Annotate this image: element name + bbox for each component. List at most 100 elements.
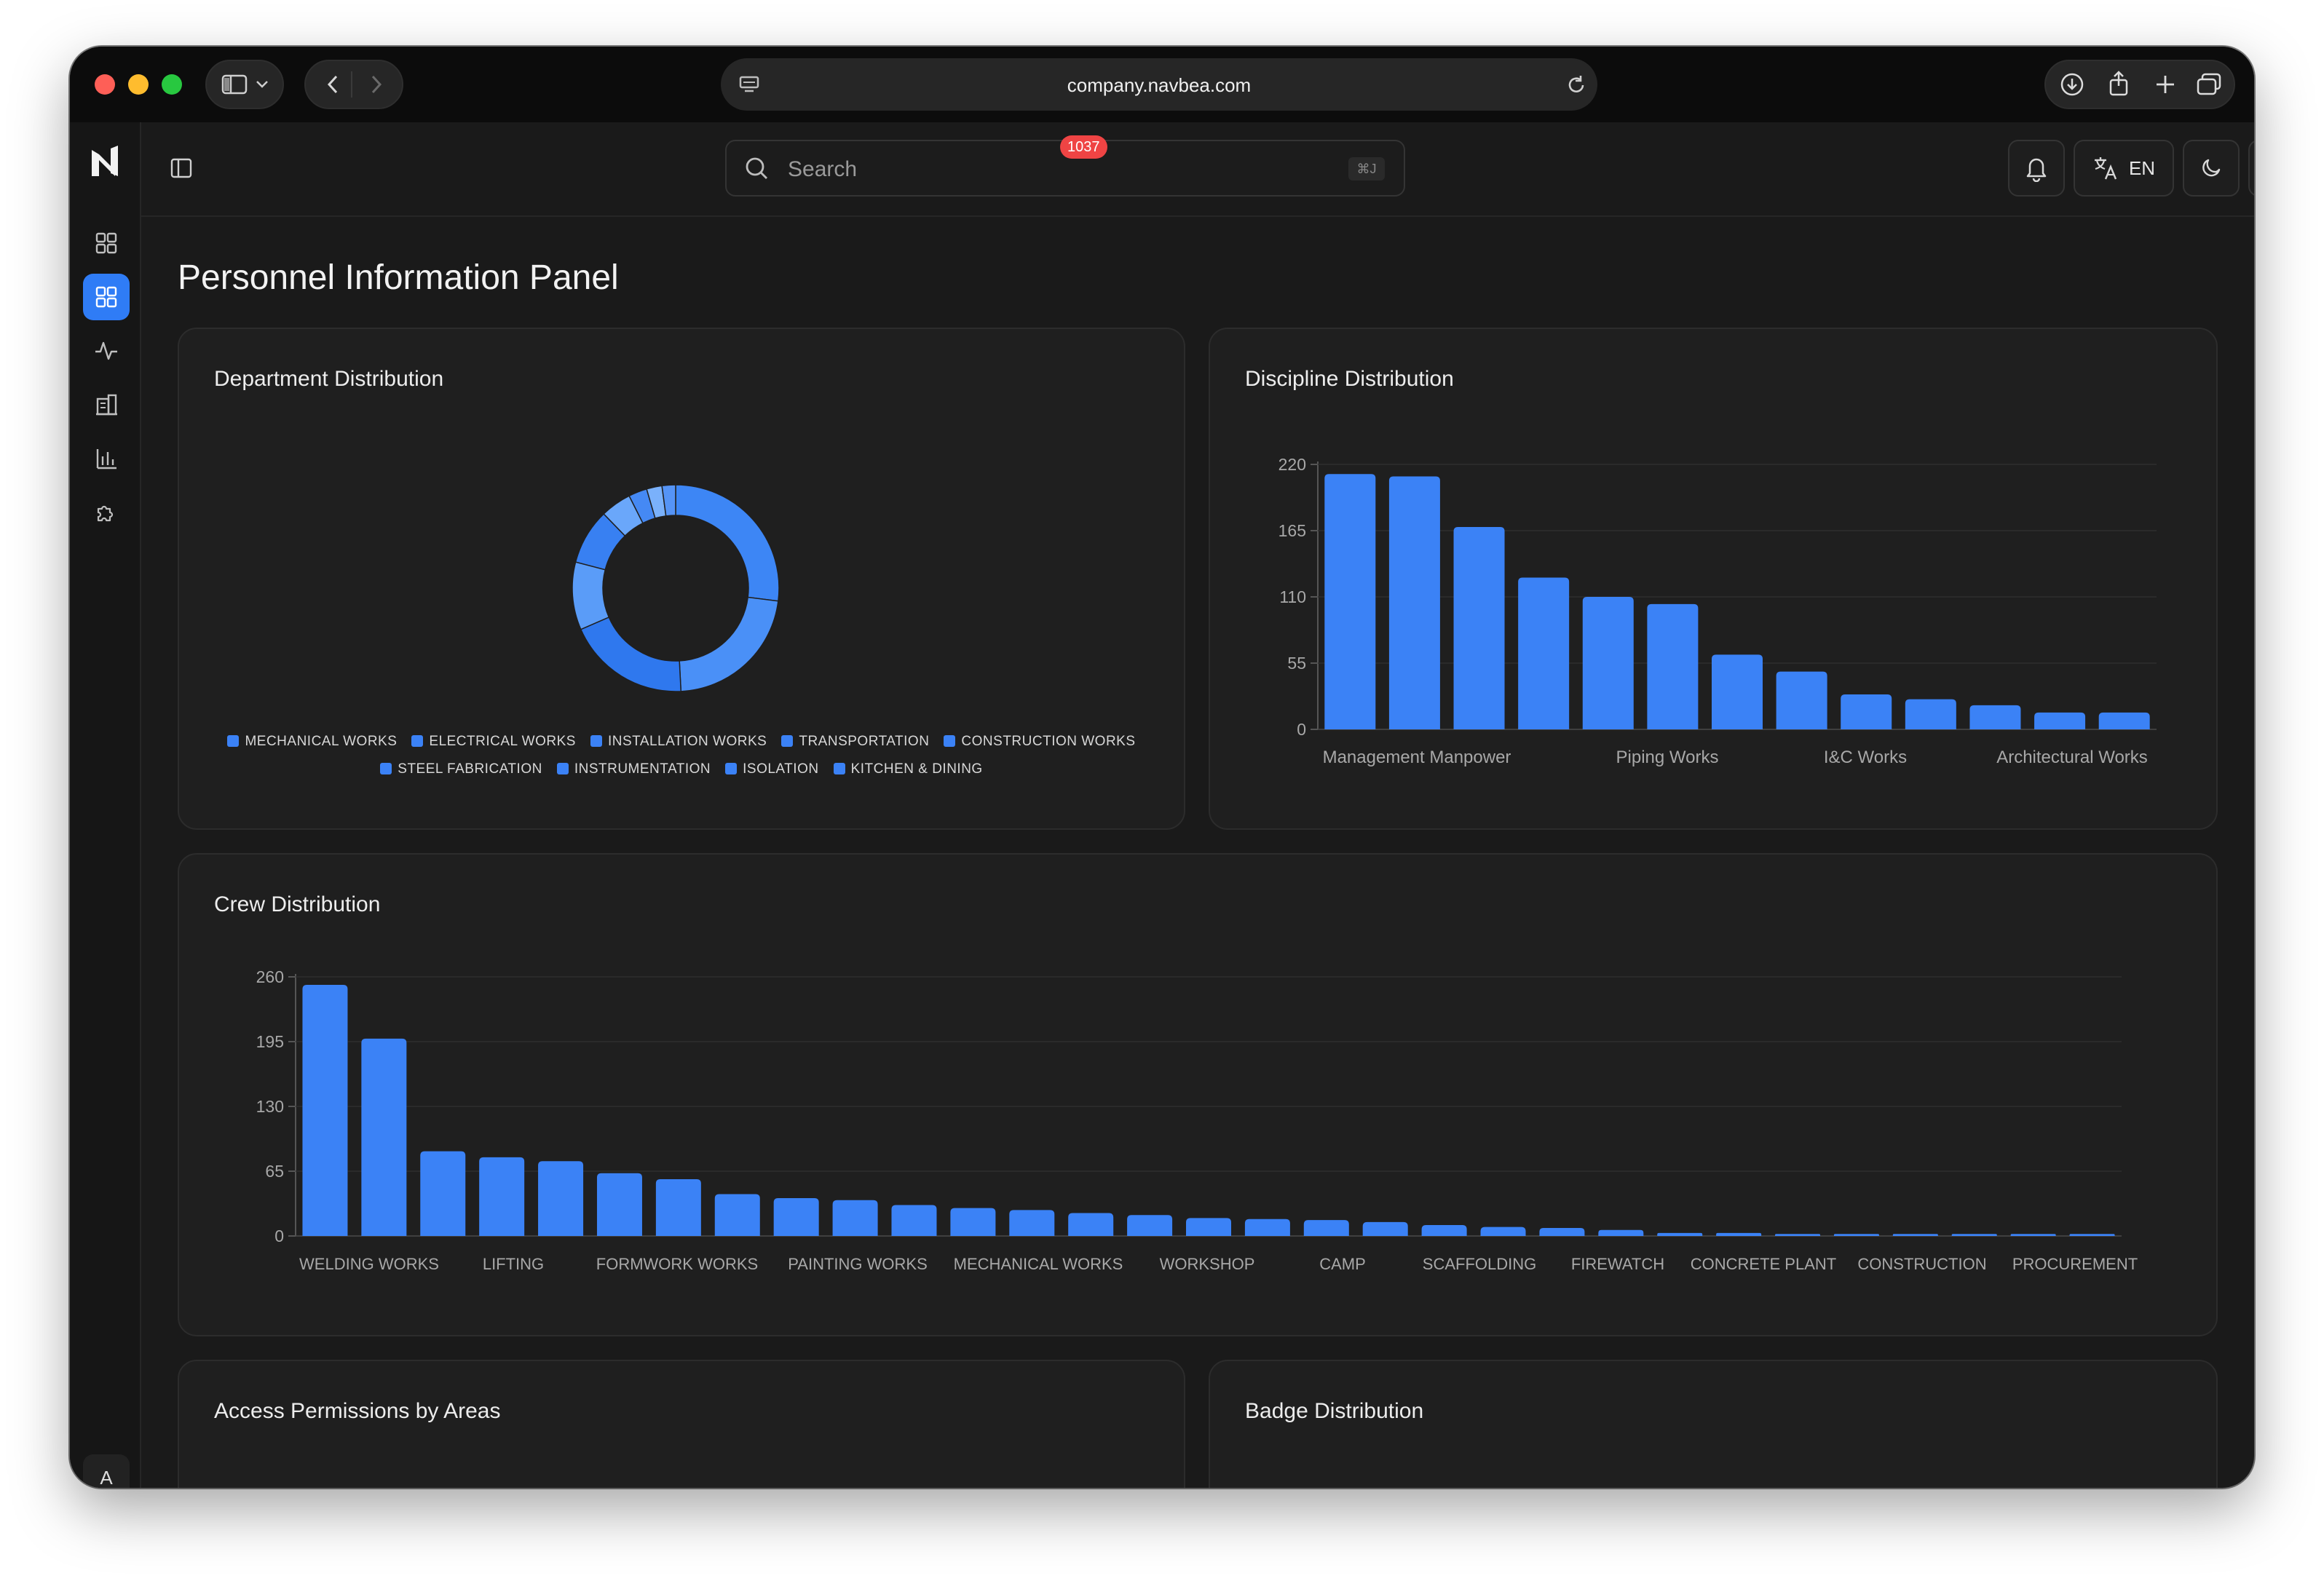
bar[interactable] [773,1197,819,1236]
bar[interactable] [950,1208,996,1236]
bar[interactable] [1582,597,1634,729]
browser-window: company.navbea.com [70,47,2254,1488]
bar[interactable] [1969,705,2021,729]
legend-item[interactable]: ELECTRICAL WORKS [411,734,576,750]
bar[interactable] [832,1200,878,1236]
bar[interactable] [2010,1234,2056,1236]
bar[interactable] [479,1157,525,1236]
x-tick-label: Architectural Works [1996,748,2148,767]
card-title: Department Distribution [214,367,444,391]
sidebar-item-activity[interactable] [83,328,130,374]
bar[interactable] [1303,1220,1349,1236]
bar[interactable] [891,1205,937,1236]
card-title: Crew Distribution [214,892,381,916]
bar[interactable] [1244,1219,1290,1236]
bar[interactable] [2069,1234,2115,1236]
zoom-window-button[interactable] [162,74,182,95]
bar[interactable] [420,1151,466,1236]
sidebar-item-reports[interactable] [83,435,130,482]
tab-overview-icon[interactable] [2196,72,2222,97]
bar[interactable] [1712,654,1763,729]
collapse-sidebar-button[interactable] [169,156,194,184]
puzzle-icon [97,505,114,522]
legend-item[interactable]: INSTALLATION WORKS [590,734,767,750]
bar[interactable] [1362,1221,1408,1236]
donut-slice[interactable] [679,596,779,692]
legend-item[interactable]: STEEL FABRICATION [380,761,542,777]
fullscreen-button[interactable] [2248,140,2254,197]
bar[interactable] [1716,1232,1762,1236]
bar[interactable] [1951,1234,1997,1236]
address-bar[interactable]: company.navbea.com [721,58,1597,111]
share-icon[interactable] [2107,70,2130,98]
sidebar-toggle-button[interactable] [205,60,284,109]
donut-slice[interactable] [572,561,610,630]
legend-label: STEEL FABRICATION [398,761,542,777]
bar[interactable] [655,1178,701,1236]
donut-slice[interactable] [580,616,682,692]
legend-label: CONSTRUCTION WORKS [961,734,1136,749]
theme-toggle-button[interactable] [2183,140,2240,197]
legend-item[interactable]: TRANSPORTATION [781,734,929,750]
bar[interactable] [1657,1232,1703,1236]
bar[interactable] [1775,1234,1821,1236]
bar[interactable] [1598,1229,1644,1236]
sidebar-icon [221,73,248,96]
bar[interactable] [538,1161,584,1236]
bar[interactable] [596,1173,642,1236]
sidebar-item-integrations[interactable] [83,489,130,536]
legend-item[interactable]: KITCHEN & DINING [833,761,983,777]
download-icon[interactable] [2059,71,2085,98]
bar[interactable] [2098,712,2150,729]
bar[interactable] [1841,694,1892,729]
bar[interactable] [1421,1224,1467,1236]
bar[interactable] [1518,577,1570,729]
bar[interactable] [1009,1210,1055,1236]
reload-icon[interactable] [1565,73,1587,96]
bar[interactable] [1127,1215,1173,1236]
bar[interactable] [361,1038,407,1236]
bar[interactable] [2034,712,2086,729]
y-tick-label: 260 [256,967,284,986]
forward-button[interactable] [365,73,386,96]
legend-item[interactable]: ISOLATION [725,761,818,777]
site-settings-icon[interactable] [738,74,760,95]
bar[interactable] [1892,1234,1938,1236]
bar[interactable] [1388,476,1440,729]
language-button[interactable]: EN [2074,140,2174,197]
avatar-initial: A [100,1466,113,1489]
sidebar-item-personnel-panel[interactable] [83,274,130,320]
activity-icon [95,341,117,360]
sidebar-item-dashboard[interactable] [83,220,130,266]
bar[interactable] [1186,1218,1231,1236]
bar[interactable] [1905,699,1956,729]
building-icon [96,394,117,416]
department-legend: MECHANICAL WORKS ELECTRICAL WORKS INSTALLA… [208,734,1155,789]
back-button[interactable] [323,73,344,96]
legend-item[interactable]: INSTRUMENTATION [556,761,711,777]
bar[interactable] [302,984,348,1236]
app-logo[interactable] [89,144,122,184]
sidebar-item-buildings[interactable] [83,381,130,428]
donut-slice[interactable] [675,484,780,602]
notifications-button[interactable] [2008,140,2065,197]
bar[interactable] [1647,603,1699,729]
bar[interactable] [1833,1234,1879,1236]
legend-item[interactable]: CONSTRUCTION WORKS [944,734,1135,750]
bar[interactable] [1539,1228,1585,1236]
search-icon [743,154,772,187]
bar[interactable] [1068,1213,1114,1236]
new-tab-icon[interactable] [2154,73,2177,96]
bar[interactable] [1480,1227,1526,1236]
user-avatar-button[interactable]: A [83,1454,130,1488]
legend-swatch [944,735,956,747]
dashboard-icon [95,286,117,308]
legend-item[interactable]: MECHANICAL WORKS [227,734,397,750]
bar[interactable] [1324,474,1376,729]
bar[interactable] [1776,671,1827,729]
donut-slice[interactable] [661,484,676,517]
close-window-button[interactable] [95,74,115,95]
bar[interactable] [714,1194,760,1236]
minimize-window-button[interactable] [128,74,149,95]
bar[interactable] [1453,527,1505,729]
